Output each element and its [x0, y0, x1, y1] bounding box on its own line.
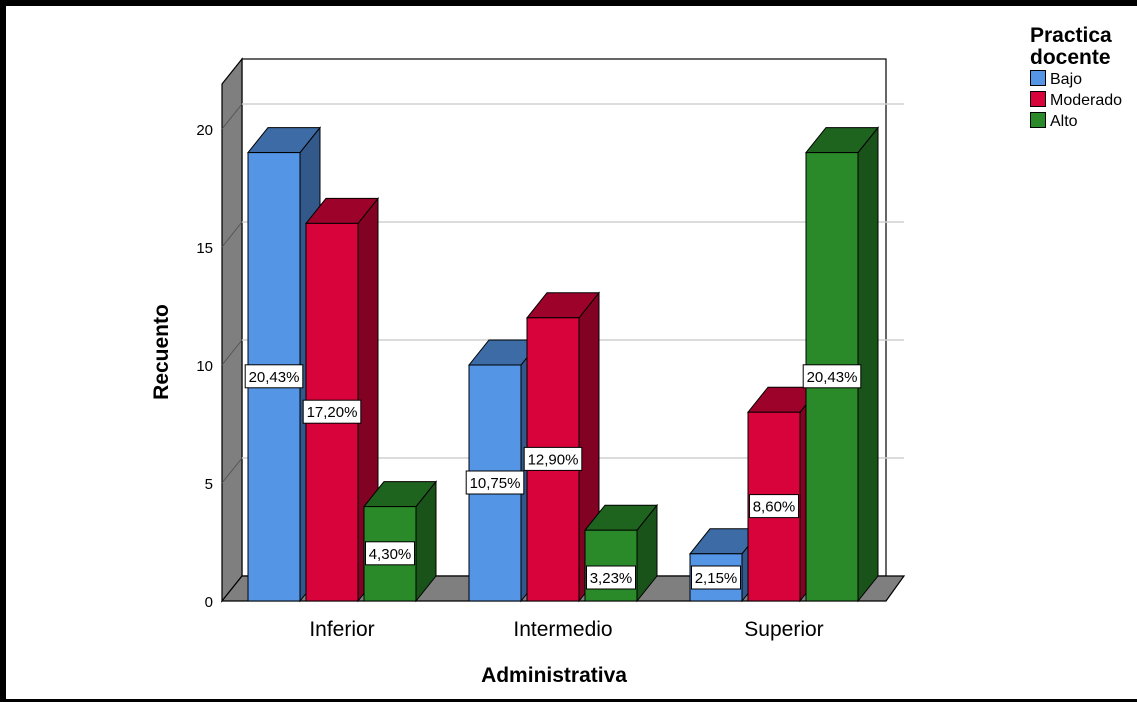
data-label-text: 3,23%	[590, 570, 633, 587]
legend: Practica docente Bajo Moderado Alto	[1030, 25, 1137, 132]
y-tick-label: 20	[196, 122, 213, 139]
y-tick-label: 10	[196, 358, 213, 375]
legend-item: Alto	[1030, 111, 1137, 132]
data-label-box	[586, 565, 636, 590]
y-axis-ticks: 0 5 10 15 20	[196, 122, 213, 611]
legend-title: Practica docente	[1030, 25, 1112, 69]
y-tick-label: 0	[205, 594, 213, 611]
data-label: 12,90%	[523, 446, 583, 471]
legend-label: Moderado	[1050, 92, 1123, 109]
data-label: 2,15%	[691, 565, 741, 590]
legend-items: Bajo Moderado Alto	[1030, 69, 1137, 132]
data-labels: 20,43% 17,20% 4,30% 10,75% 12,90% 3,23% 2,15% 8…	[244, 364, 862, 590]
data-label-box	[302, 399, 362, 424]
data-label-text: 8,60%	[753, 499, 796, 516]
legend-item: Bajo	[1030, 69, 1137, 90]
data-label-text: 20,43%	[249, 369, 300, 386]
gridline-side	[221, 103, 243, 130]
y-tick-label: 5	[205, 476, 213, 493]
legend-swatch	[1030, 70, 1046, 86]
data-label: 4,30%	[365, 541, 415, 566]
data-label-text: 2,15%	[695, 570, 738, 587]
data-label-text: 12,90%	[528, 451, 579, 468]
data-label: 17,20%	[302, 399, 362, 424]
data-label-box	[465, 470, 525, 495]
data-label-text: 20,43%	[807, 369, 858, 386]
gridline-side	[221, 221, 243, 248]
data-label-box	[802, 364, 862, 389]
legend-label: Bajo	[1050, 71, 1083, 88]
x-axis-ticks: Inferior Intermedio Superior	[309, 618, 823, 641]
data-label: 3,23%	[586, 565, 636, 590]
data-label: 8,60%	[749, 494, 799, 519]
gridline-side	[221, 339, 243, 366]
legend-swatch	[1030, 91, 1046, 107]
y-tick-label: 15	[196, 240, 213, 257]
data-label-box	[523, 446, 583, 471]
x-tick-label: Inferior	[309, 618, 374, 641]
data-label-text: 17,20%	[307, 404, 358, 421]
x-axis-label: Administrativa	[481, 664, 627, 687]
data-label-text: 10,75%	[470, 475, 521, 492]
legend-label: Alto	[1050, 113, 1078, 130]
y-axis-label: Recuento	[150, 304, 173, 400]
data-label-box	[749, 494, 799, 519]
legend-item: Moderado	[1030, 90, 1137, 111]
data-label-box	[691, 565, 741, 590]
data-label: 20,43%	[244, 364, 304, 389]
data-label: 20,43%	[802, 364, 862, 389]
left-wall	[221, 57, 243, 603]
data-label-box	[365, 541, 415, 566]
legend-swatch	[1030, 112, 1046, 128]
x-tick-label: Superior	[744, 618, 823, 641]
data-label-text: 4,30%	[369, 546, 412, 563]
gridline-side	[221, 457, 243, 484]
data-label: 10,75%	[465, 470, 525, 495]
x-tick-label: Intermedio	[513, 618, 612, 641]
data-label-box	[244, 364, 304, 389]
